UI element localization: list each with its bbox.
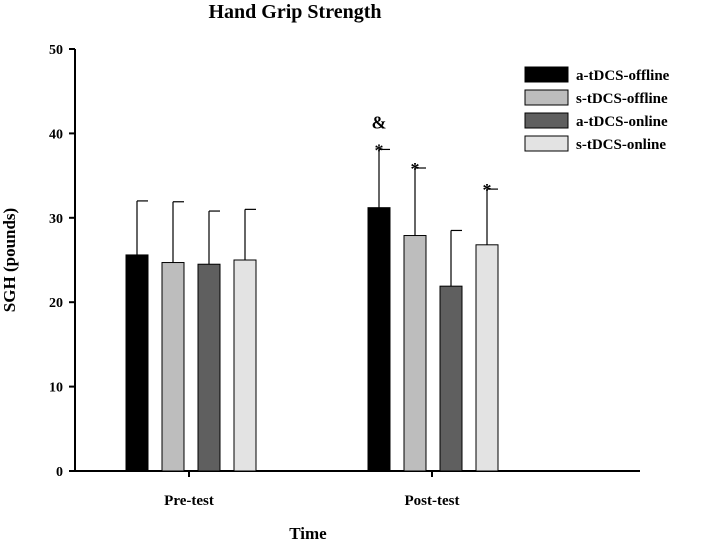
y-axis-label: SGH (pounds)	[0, 208, 19, 312]
significance-asterisk: *	[483, 180, 492, 200]
bar	[197, 263, 221, 472]
y-tick-label: 0	[56, 465, 63, 480]
y-tick-label: 30	[49, 212, 63, 227]
significance-asterisk: *	[375, 140, 384, 160]
significance-asterisk: *	[411, 159, 420, 179]
y-tick-label: 40	[49, 127, 63, 142]
y-tick-label: 10	[49, 381, 63, 396]
legend-label: s-tDCS-online	[576, 137, 666, 153]
x-axis-label: Time	[289, 524, 327, 541]
chart-title: Hand Grip Strength	[209, 1, 382, 23]
bar	[161, 262, 185, 472]
plot-area: 0 10 20 30 40 50 Pre-test Post-test & * * *	[49, 43, 640, 509]
significance-ampersand: &	[372, 112, 387, 132]
legend-swatch	[524, 112, 569, 129]
bar	[403, 235, 427, 472]
legend-swatch	[524, 135, 569, 152]
legend-label: a-tDCS-offline	[576, 68, 670, 84]
legend: a-tDCS-offline s-tDCS-offline a-tDCS-onlin…	[524, 66, 670, 153]
x-tick-label: Post-test	[405, 493, 460, 509]
bar	[439, 285, 463, 472]
bar	[125, 254, 149, 472]
legend-swatch	[524, 66, 569, 83]
y-tick-label: 50	[49, 43, 63, 58]
y-tick-label: 20	[49, 296, 63, 311]
bar	[233, 259, 257, 472]
legend-label: a-tDCS-online	[576, 114, 668, 130]
bar	[475, 244, 499, 472]
legend-label: s-tDCS-offline	[576, 91, 668, 107]
bar	[367, 207, 391, 472]
legend-swatch	[524, 89, 569, 106]
x-tick-label: Pre-test	[164, 493, 214, 509]
